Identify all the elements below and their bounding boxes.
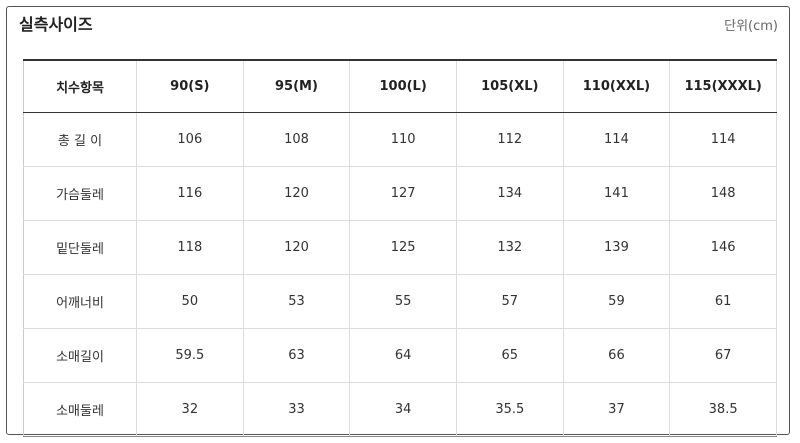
- cell: 106: [136, 112, 244, 167]
- cell: 37: [562, 382, 671, 437]
- column-header: 95(M): [242, 59, 351, 113]
- title: 실측사이즈: [19, 15, 93, 34]
- column-header: 90(S): [136, 59, 244, 113]
- size-table: 치수항목 90(S) 95(M) 100(L) 105(XL) 110(XXL) 115(X…: [23, 59, 777, 437]
- cell: 34: [349, 382, 457, 437]
- table-row: 소매길이 59.5 63 64 65 66 67: [23, 328, 777, 383]
- column-header: 115(XXXL): [669, 59, 777, 113]
- cell: 120: [242, 166, 351, 221]
- row-label: 밑단둘레: [23, 220, 137, 275]
- table-head: 치수항목 90(S) 95(M) 100(L) 105(XL) 110(XXL) 115(X…: [23, 59, 777, 113]
- cell: 59: [562, 274, 671, 329]
- table-row: 총 길 이 106 108 110 112 114 114: [23, 112, 777, 167]
- cell: 132: [455, 220, 564, 275]
- cell: 57: [455, 274, 564, 329]
- cell: 108: [242, 112, 351, 167]
- row-label: 소매길이: [23, 328, 137, 383]
- cell: 55: [349, 274, 457, 329]
- row-label: 총 길 이: [23, 112, 137, 167]
- column-header: 100(L): [349, 59, 457, 113]
- table-body: 총 길 이 106 108 110 112 114 114 가슴둘레 116 120 127 134 1…: [23, 112, 777, 437]
- table-row: 어깨너비 50 53 55 57 59 61: [23, 274, 777, 329]
- unit-label: 단위(cm): [724, 19, 778, 34]
- table-row: 소매둘레 32 33 34 35.5 37 38.5: [23, 382, 777, 437]
- column-header: 105(XL): [455, 59, 564, 113]
- cell: 53: [242, 274, 351, 329]
- header-row: 치수항목 90(S) 95(M) 100(L) 105(XL) 110(XXL) 115(X…: [23, 59, 777, 113]
- table-row: 밑단둘레 118 120 125 132 139 146: [23, 220, 777, 275]
- cell: 134: [455, 166, 564, 221]
- cell: 141: [562, 166, 671, 221]
- cell: 35.5: [455, 382, 564, 437]
- cell: 118: [136, 220, 244, 275]
- cell: 114: [669, 112, 777, 167]
- cell: 65: [455, 328, 564, 383]
- cell: 38.5: [669, 382, 777, 437]
- cell: 112: [455, 112, 564, 167]
- cell: 120: [242, 220, 351, 275]
- cell: 146: [669, 220, 777, 275]
- cell: 33: [242, 382, 351, 437]
- column-header: 치수항목: [23, 59, 137, 113]
- cell: 50: [136, 274, 244, 329]
- cell: 61: [669, 274, 777, 329]
- cell: 63: [242, 328, 351, 383]
- cell: 110: [349, 112, 457, 167]
- cell: 114: [562, 112, 671, 167]
- cell: 125: [349, 220, 457, 275]
- cell: 116: [136, 166, 244, 221]
- cell: 66: [562, 328, 671, 383]
- cell: 67: [669, 328, 777, 383]
- cell: 32: [136, 382, 244, 437]
- cell: 59.5: [136, 328, 244, 383]
- row-label: 어깨너비: [23, 274, 137, 329]
- cell: 148: [669, 166, 777, 221]
- table-row: 가슴둘레 116 120 127 134 141 148: [23, 166, 777, 221]
- cell: 64: [349, 328, 457, 383]
- row-label: 가슴둘레: [23, 166, 137, 221]
- cell: 139: [562, 220, 671, 275]
- column-header: 110(XXL): [562, 59, 671, 113]
- row-label: 소매둘레: [23, 382, 137, 437]
- cell: 127: [349, 166, 457, 221]
